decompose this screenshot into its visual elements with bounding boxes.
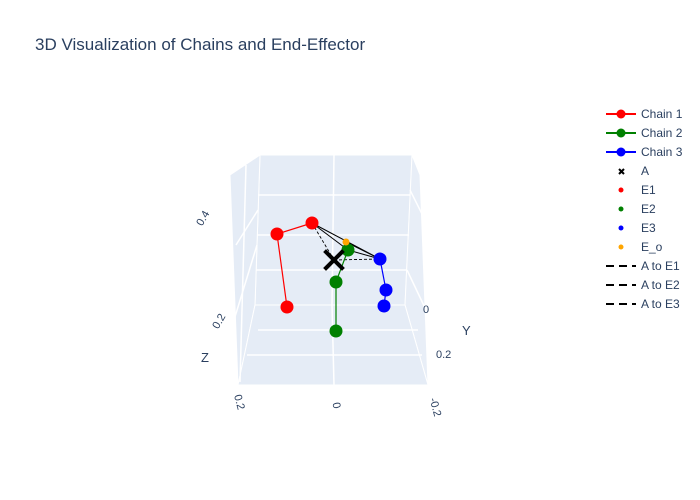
chain-2-point bbox=[329, 275, 343, 289]
legend-marker-swatch bbox=[618, 206, 624, 212]
legend: Chain 1 Chain 2 Chain 3 A E1 bbox=[606, 107, 683, 311]
legend-label: Chain 2 bbox=[641, 126, 683, 140]
right-grid-line bbox=[406, 269, 427, 311]
legend-item[interactable]: E3 bbox=[618, 221, 657, 235]
y-axis-title: Y bbox=[462, 323, 471, 338]
chain-1-point bbox=[270, 227, 284, 241]
legend-item[interactable]: E_o bbox=[618, 240, 663, 254]
y-tick-label: 0 bbox=[423, 304, 429, 316]
chart-title: 3D Visualization of Chains and End-Effec… bbox=[35, 35, 365, 54]
legend-label: E_o bbox=[641, 240, 663, 254]
legend-item[interactable]: A bbox=[618, 164, 649, 178]
legend-marker-swatch bbox=[618, 225, 624, 231]
legend-x-swatch bbox=[618, 168, 625, 175]
legend-item[interactable]: E2 bbox=[618, 202, 657, 216]
chain-3-point bbox=[373, 252, 387, 266]
left-grid-line bbox=[233, 244, 258, 321]
legend-marker-swatch bbox=[618, 244, 624, 250]
x-tick-label: 0 bbox=[330, 401, 343, 409]
chain-3-series bbox=[373, 252, 393, 313]
a-marker bbox=[323, 249, 345, 271]
e-o-point bbox=[342, 238, 350, 246]
chain-2-series bbox=[329, 243, 355, 338]
legend-marker-swatch bbox=[616, 128, 626, 138]
chain-1-series bbox=[270, 216, 319, 314]
chain-1-point bbox=[305, 216, 319, 230]
legend-label: A to E3 bbox=[641, 297, 680, 311]
legend-item[interactable]: E1 bbox=[618, 183, 657, 197]
legend-label: A bbox=[641, 164, 649, 178]
right-grid-line bbox=[409, 189, 426, 221]
legend-item[interactable]: Chain 2 bbox=[606, 126, 683, 140]
legend-item[interactable]: A to E1 bbox=[606, 259, 680, 273]
chain-3-point bbox=[379, 283, 393, 297]
left-grid-line bbox=[235, 209, 259, 246]
legend-item[interactable]: A to E2 bbox=[606, 278, 680, 292]
legend-marker-swatch bbox=[618, 187, 624, 193]
a-marker-stroke bbox=[323, 249, 345, 271]
legend-label: Chain 1 bbox=[641, 107, 683, 121]
legend-label: Chain 3 bbox=[641, 145, 683, 159]
chain-2-point bbox=[329, 324, 343, 338]
legend-marker-swatch bbox=[616, 109, 626, 119]
x-tick-label: -0.2 bbox=[427, 397, 444, 418]
legend-x-stroke bbox=[618, 168, 625, 175]
left-grid-line bbox=[239, 164, 247, 383]
legend-label: E3 bbox=[641, 221, 656, 235]
x-tick-label: 0.2 bbox=[231, 393, 247, 411]
chain-3-point bbox=[377, 299, 391, 313]
z-tick-label: 0.2 bbox=[210, 312, 228, 331]
legend-marker-swatch bbox=[616, 147, 626, 157]
legend-item[interactable]: Chain 3 bbox=[606, 145, 683, 159]
legend-item[interactable]: A to E3 bbox=[606, 297, 680, 311]
legend-item[interactable]: Chain 1 bbox=[606, 107, 683, 121]
a-to-e3-line bbox=[333, 258, 381, 261]
legend-label: A to E1 bbox=[641, 259, 680, 273]
e1-e2-link bbox=[311, 222, 349, 251]
y-tick-label: 0.2 bbox=[436, 349, 451, 361]
z-tick-label: 0.4 bbox=[194, 209, 212, 228]
legend-label: E1 bbox=[641, 183, 656, 197]
chain-1-point bbox=[280, 300, 294, 314]
legend-label: A to E2 bbox=[641, 278, 680, 292]
floor-grid-line bbox=[331, 304, 335, 386]
chain-2-point bbox=[341, 243, 355, 257]
z-axis-title: Z bbox=[201, 350, 209, 365]
legend-label: E2 bbox=[641, 202, 656, 216]
